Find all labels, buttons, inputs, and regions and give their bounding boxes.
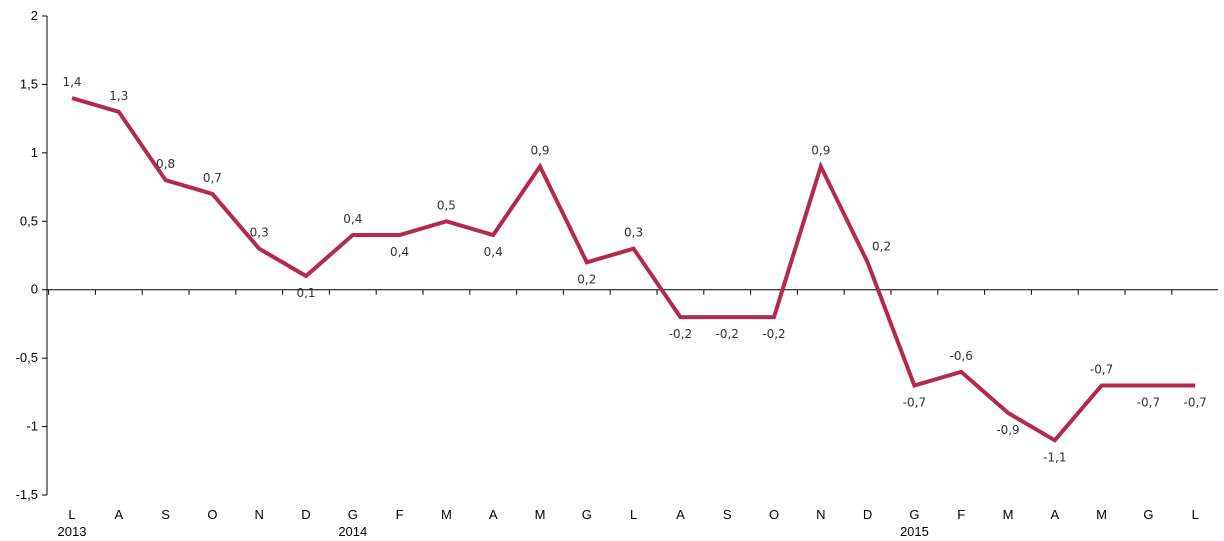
data-label: 0,4	[343, 212, 362, 226]
x-tick-label: G	[909, 507, 919, 522]
x-tick-label: D	[863, 507, 872, 522]
series-line	[71, 96, 1196, 443]
x-tick-label: N	[255, 507, 264, 522]
x-tick-label: N	[816, 507, 825, 522]
x-tick-label: G	[582, 507, 592, 522]
x-tick-label: F	[957, 507, 965, 522]
data-label: 0,4	[390, 245, 409, 259]
year-label: 2013	[58, 524, 87, 539]
data-label: -0,7	[903, 396, 926, 410]
data-label: -0,2	[669, 327, 692, 341]
x-tick-label: A	[114, 507, 123, 522]
y-tick-label: 2	[31, 8, 38, 23]
data-label: -0,7	[1090, 363, 1113, 377]
y-tick-label: -1,5	[16, 487, 38, 502]
data-label: 0,8	[156, 157, 175, 171]
data-label: 0,3	[250, 226, 269, 240]
data-label: 0,9	[530, 144, 549, 158]
x-tick-label: G	[1143, 507, 1153, 522]
x-tick-label: M	[1096, 507, 1107, 522]
data-label: -0,7	[1183, 396, 1206, 410]
data-label: 0,1	[296, 286, 315, 300]
data-label: -0,6	[949, 349, 972, 363]
y-tick-label: -0,5	[16, 350, 38, 365]
y-axis: 2 1,5 1 0,5 0 -0,5 -1 -1,5	[16, 8, 48, 502]
x-tick-label: L	[68, 507, 75, 522]
data-label: -0,9	[996, 423, 1019, 437]
data-label: 0,3	[624, 226, 643, 240]
year-label: 2015	[900, 524, 929, 539]
x-tick-label: G	[348, 507, 358, 522]
data-label: -0,2	[715, 327, 738, 341]
data-label: -0,2	[762, 327, 785, 341]
x-tick-label: L	[630, 507, 637, 522]
y-tick-label: -1	[26, 419, 38, 434]
data-label: 1,3	[109, 89, 128, 103]
x-tick-label: O	[207, 507, 217, 522]
x-tick-label: M	[535, 507, 546, 522]
year-label: 2014	[338, 524, 367, 539]
x-tick-label: O	[769, 507, 779, 522]
x-tick-label: M	[1003, 507, 1014, 522]
y-tick-label: 1,5	[20, 76, 38, 91]
data-label: 0,5	[437, 198, 456, 212]
x-tick-label: F	[396, 507, 404, 522]
y-tick-label: 0	[31, 282, 38, 297]
x-axis: L A S O N D G F M A M G L A S O N D G F M A M G L 2013 2014 2015	[47, 289, 1218, 539]
data-label: 0,2	[577, 272, 596, 286]
y-tick-label: 1	[31, 145, 38, 160]
x-tick-label: A	[489, 507, 498, 522]
series-area	[71, 96, 1196, 443]
data-label: 0,4	[484, 245, 503, 259]
x-tick-label: L	[1192, 507, 1199, 522]
x-tick-label: D	[301, 507, 310, 522]
x-tick-label: S	[161, 507, 170, 522]
data-label: 0,7	[203, 171, 222, 185]
x-tick-label: S	[723, 507, 732, 522]
data-labels: 1,4 1,3 0,8 0,7 0,3 0,1 0,4 0,4 0,5 0,4 0,9 0,2 0,3 -…	[62, 75, 1206, 464]
data-label: 0,2	[872, 239, 891, 253]
data-label: 1,4	[62, 75, 81, 89]
x-tick-label: A	[676, 507, 685, 522]
data-label: -0,7	[1137, 396, 1160, 410]
x-tick-label: A	[1050, 507, 1059, 522]
data-label: -1,1	[1043, 450, 1066, 464]
x-tick-label: M	[441, 507, 452, 522]
data-label: 0,9	[811, 144, 830, 158]
y-tick-label: 0,5	[20, 213, 38, 228]
